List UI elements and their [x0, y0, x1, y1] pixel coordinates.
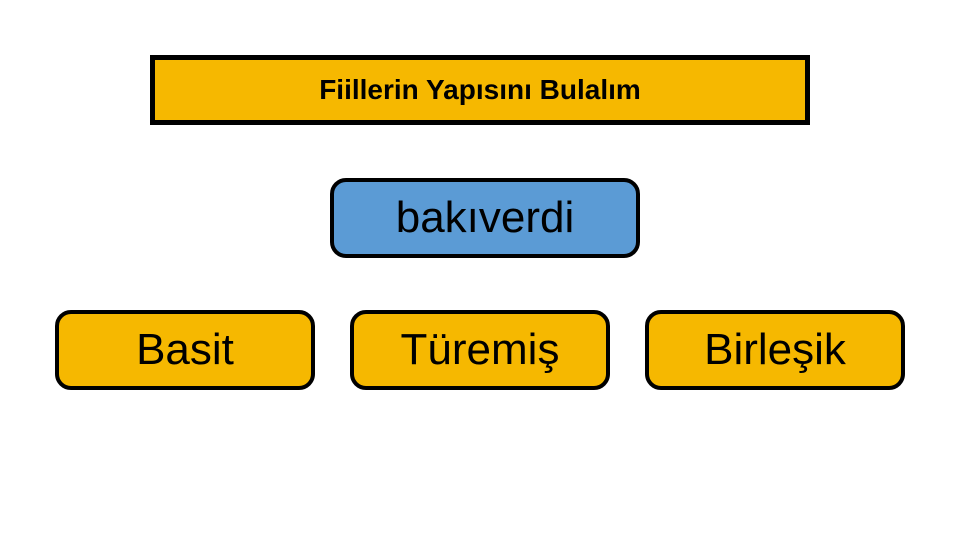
title-box: Fiillerin Yapısını Bulalım — [150, 55, 810, 125]
option-row: Basit Türemiş Birleşik — [0, 310, 960, 390]
option-turemis-button[interactable]: Türemiş — [350, 310, 610, 390]
word-box: bakıverdi — [330, 178, 640, 258]
option-basit-button[interactable]: Basit — [55, 310, 315, 390]
option-birlesik-button[interactable]: Birleşik — [645, 310, 905, 390]
option-label: Türemiş — [401, 325, 560, 375]
word-text: bakıverdi — [396, 193, 575, 243]
option-label: Basit — [136, 325, 234, 375]
option-label: Birleşik — [704, 325, 846, 375]
title-text: Fiillerin Yapısını Bulalım — [319, 74, 641, 106]
